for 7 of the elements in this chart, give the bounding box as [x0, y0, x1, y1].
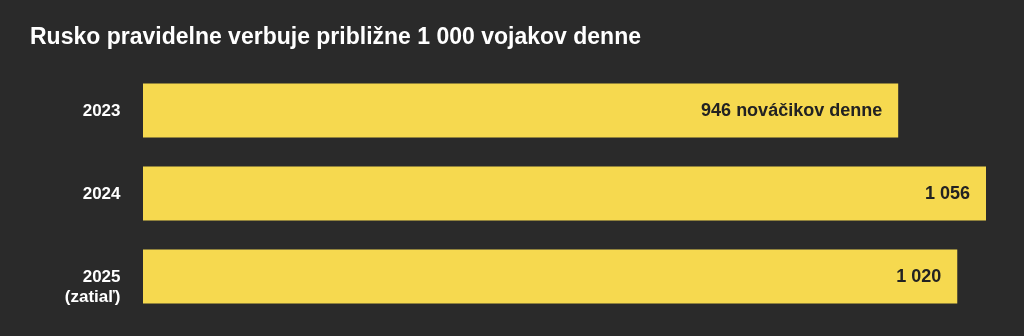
data-label: 1 020 [896, 265, 942, 286]
data-label: 1 056 [924, 182, 970, 203]
y-tick-label: 2023 [82, 100, 121, 120]
data-label: 946 nováčikov denne [701, 99, 883, 120]
chart-title: Rusko pravidelne verbuje približne 1 000 vojakov denne [30, 23, 641, 49]
y-tick-label: 2024 [82, 183, 122, 203]
y-tick-label: 2025 (zatiaľ) [64, 266, 121, 306]
